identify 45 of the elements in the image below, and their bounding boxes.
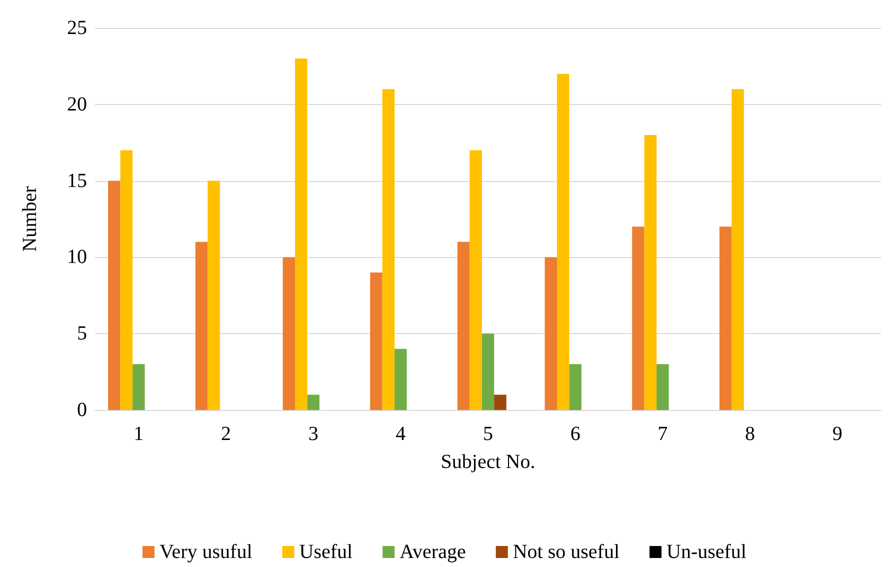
bar (294, 58, 308, 410)
bar (382, 89, 395, 410)
bar (719, 226, 732, 410)
y-axis-title: Number (19, 186, 41, 252)
legend-label: Un-useful (666, 541, 747, 563)
x-tick-label: 9 (832, 423, 842, 445)
x-tick-label: 6 (570, 423, 580, 445)
y-tick-label: 15 (67, 170, 87, 192)
bar (556, 74, 570, 410)
bar (470, 150, 482, 410)
bar (644, 134, 657, 410)
x-tick-label: 8 (745, 423, 755, 445)
bar (457, 242, 470, 410)
bar (132, 364, 145, 410)
y-tick-label: 20 (67, 93, 87, 116)
bar (656, 364, 669, 410)
bar (482, 334, 494, 410)
bar (208, 180, 220, 410)
bar (120, 150, 133, 410)
y-tick-label: 10 (67, 246, 87, 268)
bar (632, 226, 644, 410)
x-tick-label: 4 (396, 423, 406, 445)
y-tick-label: 25 (67, 17, 87, 39)
bar (108, 180, 120, 410)
bar (494, 394, 506, 410)
x-axis-title: Subject No. (440, 451, 536, 473)
bar (569, 364, 582, 410)
y-tick-label: 0 (77, 399, 87, 421)
bar (282, 257, 295, 410)
bar (195, 242, 208, 410)
bar (307, 394, 320, 410)
bar (732, 89, 744, 410)
legend-label: Useful (299, 541, 354, 563)
legend-label: Average (400, 541, 466, 563)
x-tick-label: 1 (134, 423, 144, 445)
bar (370, 272, 382, 410)
bar (394, 348, 407, 410)
bar (544, 257, 557, 410)
x-tick-label: 7 (658, 423, 668, 445)
legend-label: Not so useful (512, 541, 620, 563)
legend-label: Very usuful (160, 541, 253, 563)
x-tick-label: 5 (483, 423, 493, 445)
x-tick-label: 2 (221, 423, 231, 445)
x-tick-label: 3 (308, 423, 318, 445)
y-tick-label: 5 (77, 322, 87, 345)
